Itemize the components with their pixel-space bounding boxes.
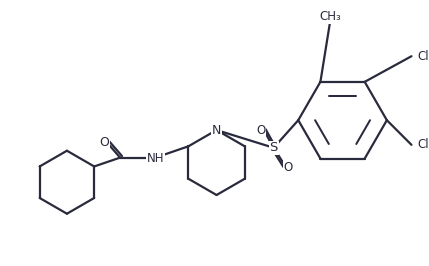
Text: O: O xyxy=(256,123,266,136)
Text: Cl: Cl xyxy=(417,138,429,151)
Text: NH: NH xyxy=(147,152,164,165)
Text: S: S xyxy=(269,141,278,154)
Text: Cl: Cl xyxy=(417,50,429,63)
Text: N: N xyxy=(212,123,221,136)
Text: O: O xyxy=(100,136,109,149)
Text: O: O xyxy=(284,161,293,174)
Text: CH₃: CH₃ xyxy=(319,10,341,23)
